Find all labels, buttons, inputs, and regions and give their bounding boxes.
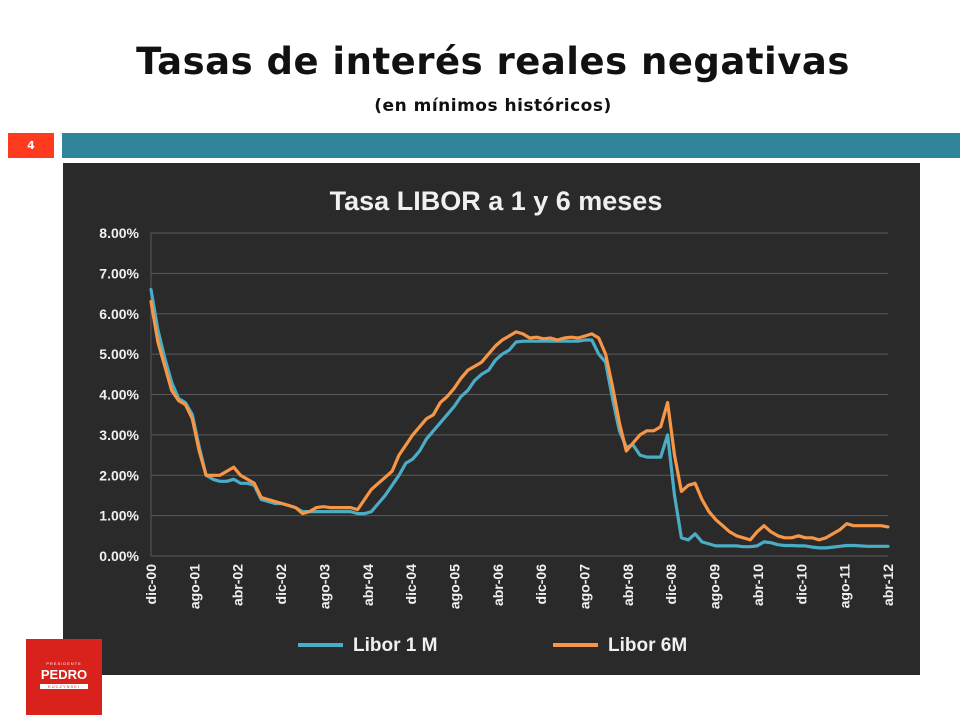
logo-name: PEDRO <box>40 667 88 682</box>
series-line-libor-1m <box>149 287 890 550</box>
x-tick-label: dic-04 <box>403 564 419 605</box>
legend-label: Libor 1 M <box>353 635 437 656</box>
x-tick-label: ago-11 <box>837 564 853 609</box>
y-tick-label: 1.00% <box>99 508 139 524</box>
logo-top-text: PRESIDENTE <box>46 661 82 666</box>
x-tick-label: dic-00 <box>143 564 159 605</box>
chart-title: Tasa LIBOR a 1 y 6 meses <box>330 186 663 216</box>
x-tick-label: ago-01 <box>186 564 202 609</box>
x-tick-label: abr-06 <box>490 564 506 606</box>
x-axis-ticks: dic-00 ago-01 abr-02 dic-02 ago-03 abr-04 dic-… <box>143 564 896 609</box>
x-tick-label: abr-08 <box>620 564 636 606</box>
series-line-libor-6m <box>149 300 890 542</box>
x-tick-label: ago-07 <box>577 564 593 609</box>
y-axis-ticks: 0.00% 1.00% 2.00% 3.00% 4.00% 5.00% 6.00% 7.00%… <box>99 225 139 564</box>
slide-title: Tasas de interés reales negativas <box>136 40 850 83</box>
x-tick-label: abr-04 <box>360 564 376 606</box>
chart-canvas: Tasa LIBOR a 1 y 6 meses 0.00% 1.00% 2.00%… <box>99 186 896 656</box>
legend-label: Libor 6M <box>608 635 687 656</box>
y-tick-label: 0.00% <box>99 548 139 564</box>
pedro-kuczynski-logo: PRESIDENTE PEDRO KUCZYNSKI <box>26 639 102 715</box>
x-tick-label: dic-08 <box>663 564 679 605</box>
header-accent-bar <box>62 133 960 158</box>
x-tick-label: ago-09 <box>707 564 723 609</box>
x-tick-label: dic-02 <box>273 564 289 605</box>
x-tick-label: abr-02 <box>230 564 246 606</box>
y-tick-label: 3.00% <box>99 427 139 443</box>
y-tick-label: 7.00% <box>99 265 139 281</box>
y-tick-label: 5.00% <box>99 346 139 362</box>
x-tick-label: abr-12 <box>880 564 896 606</box>
x-tick-label: dic-10 <box>793 564 809 605</box>
page-number-badge: 4 <box>8 133 54 158</box>
y-tick-label: 4.00% <box>99 387 139 403</box>
chart-legend: Libor 1 M Libor 6M <box>298 635 687 656</box>
y-tick-label: 8.00% <box>99 225 139 241</box>
slide-subtitle: (en mínimos históricos) <box>374 96 612 116</box>
y-tick-label: 2.00% <box>99 467 139 483</box>
x-tick-label: ago-05 <box>446 564 462 609</box>
logo-bottom-text: KUCZYNSKI <box>40 684 88 689</box>
x-tick-label: abr-10 <box>750 564 766 606</box>
chart-gridlines <box>150 232 888 557</box>
y-tick-label: 6.00% <box>99 306 139 322</box>
x-tick-label: dic-06 <box>533 564 549 605</box>
libor-chart: Tasa LIBOR a 1 y 6 meses 0.00% 1.00% 2.00%… <box>63 163 920 675</box>
chart-series <box>149 287 890 550</box>
x-tick-label: ago-03 <box>316 564 332 609</box>
